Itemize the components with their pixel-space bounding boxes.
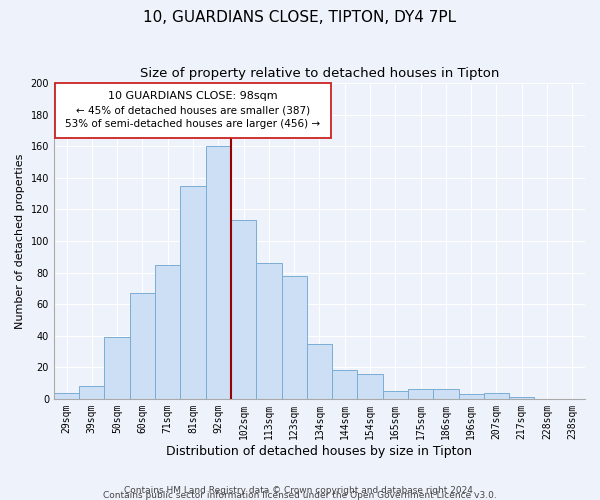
Bar [54,392,79,399]
Bar [130,293,155,399]
Bar [408,390,433,399]
FancyBboxPatch shape [55,83,331,138]
Bar [509,398,535,399]
Bar [155,264,181,399]
Bar [231,220,256,399]
Text: 10 GUARDIANS CLOSE: 98sqm: 10 GUARDIANS CLOSE: 98sqm [108,91,278,101]
Bar [332,370,358,399]
Bar [79,386,104,399]
Bar [383,391,408,399]
Title: Size of property relative to detached houses in Tipton: Size of property relative to detached ho… [140,68,499,80]
Bar [307,344,332,399]
Text: 10, GUARDIANS CLOSE, TIPTON, DY4 7PL: 10, GUARDIANS CLOSE, TIPTON, DY4 7PL [143,10,457,25]
X-axis label: Distribution of detached houses by size in Tipton: Distribution of detached houses by size … [166,444,472,458]
Bar [433,390,458,399]
Text: Contains HM Land Registry data © Crown copyright and database right 2024.: Contains HM Land Registry data © Crown c… [124,486,476,495]
Bar [358,374,383,399]
Bar [281,276,307,399]
Text: ← 45% of detached houses are smaller (387): ← 45% of detached houses are smaller (38… [76,105,310,115]
Bar [256,263,281,399]
Bar [104,338,130,399]
Text: Contains public sector information licensed under the Open Government Licence v3: Contains public sector information licen… [103,490,497,500]
Bar [206,146,231,399]
Bar [484,392,509,399]
Y-axis label: Number of detached properties: Number of detached properties [15,154,25,328]
Bar [181,186,206,399]
Bar [458,394,484,399]
Text: 53% of semi-detached houses are larger (456) →: 53% of semi-detached houses are larger (… [65,120,320,130]
